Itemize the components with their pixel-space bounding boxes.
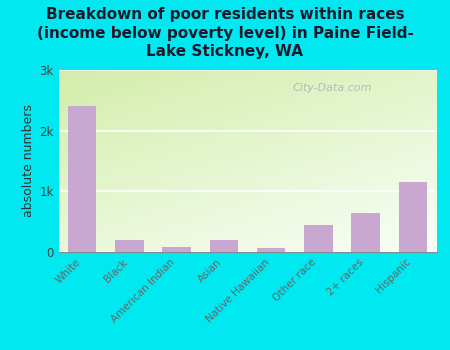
Text: Breakdown of poor residents within races
(income below poverty level) in Paine F: Breakdown of poor residents within races… <box>36 7 414 59</box>
Bar <box>210 240 238 252</box>
Bar <box>351 212 380 252</box>
Bar <box>115 240 144 252</box>
Y-axis label: absolute numbers: absolute numbers <box>22 105 35 217</box>
Bar <box>257 248 285 252</box>
Bar <box>68 106 96 252</box>
Text: City-Data.com: City-Data.com <box>293 83 372 93</box>
Bar <box>399 182 427 252</box>
Bar <box>162 247 191 252</box>
Bar <box>304 225 333 252</box>
